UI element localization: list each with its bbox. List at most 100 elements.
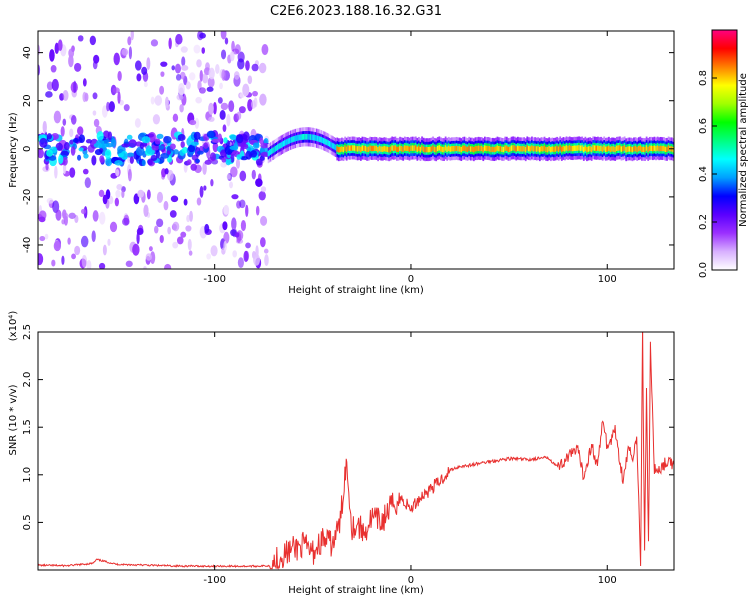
spectrogram-line-cell	[520, 146, 522, 152]
spectrogram-line-cell	[658, 146, 661, 152]
spectrogram-line-cell	[369, 145, 372, 151]
spectrogram-noise-blob	[255, 205, 260, 216]
spectrogram-noise-blob	[42, 120, 47, 134]
spectrogram-center-blob	[85, 139, 92, 144]
spectrogram-noise-blob	[93, 118, 100, 128]
spectrogram-line-cell	[496, 145, 499, 151]
spectrogram-line-cell	[590, 146, 593, 153]
spectrogram-line-cell	[551, 146, 554, 152]
spectrogram-noise-blob	[92, 210, 99, 222]
spectrogram-noise-blob	[143, 81, 148, 88]
spectrogram-line-cell	[397, 146, 400, 152]
spectrogram-noise-blob	[233, 71, 240, 80]
spectrogram-line-cell	[294, 135, 297, 142]
spectrogram-noise-blob	[160, 71, 165, 77]
spectrogram-line-cell	[273, 146, 275, 153]
spectrogram-center-blob	[127, 152, 134, 158]
spectrogram-noise-blob	[175, 33, 183, 45]
spectrogram-line-cell	[515, 146, 518, 152]
snr-y-tick-label: 0.5	[22, 514, 33, 530]
spectrogram-noise-blob	[116, 183, 123, 190]
spectrogram-noise-blob	[219, 110, 226, 120]
spectrogram-center-blob	[150, 154, 158, 162]
spectrogram-line-cell	[650, 145, 653, 151]
spectrogram-center-blob	[243, 131, 250, 141]
spectrogram-line-cell	[504, 145, 507, 151]
spectrogram-center-blob	[60, 150, 70, 157]
spectrogram-line-cell	[571, 145, 574, 152]
spectrogram-line-cell	[312, 134, 314, 141]
spectrogram-line-cell	[421, 145, 423, 151]
spectrogram-line-cell	[553, 146, 555, 153]
spectrogram-noise-blob	[154, 225, 159, 234]
spectrogram-noise-blob	[86, 259, 92, 269]
spectrogram-center-blob	[229, 134, 237, 141]
colorbar-tick-label: 0.6	[698, 118, 709, 134]
spectrogram-noise-blob	[176, 236, 184, 245]
spectrogram-noise-blob	[44, 233, 49, 240]
spectrogram-line-cell	[642, 146, 645, 153]
spectrogram-noise-blob	[52, 200, 60, 213]
spectrogram-line-cell	[498, 146, 500, 152]
spectrogram-noise-blob	[82, 168, 89, 175]
spectrogram-noise-blob	[54, 165, 58, 179]
spectrogram-noise-blob	[232, 250, 237, 258]
snr-y-ticks: 0.5 1.0 1.5 2.0 2.5	[22, 324, 674, 530]
spectrogram-noise-blob	[84, 177, 91, 189]
spectrogram-line-cell	[509, 146, 511, 152]
spectrogram-noise-blob	[189, 119, 197, 126]
spectrogram-noise-blob	[181, 56, 186, 67]
spectrogram-line-cell	[626, 146, 629, 152]
spectrogram-noise-blob	[179, 71, 186, 80]
spectrogram-noise-blob	[92, 92, 98, 100]
spectrogram-line-cell	[416, 146, 419, 153]
spectrogram-noise-blob	[93, 54, 100, 64]
spectrogram-line-cell	[331, 142, 333, 149]
spectrogram-noise-blob	[143, 266, 147, 269]
spectrogram-line-cell	[460, 146, 463, 153]
spectrogram-line-cell	[301, 134, 304, 140]
spectrogram-line-cell	[295, 135, 298, 142]
spectrogram-line-cell	[482, 146, 485, 153]
spectrogram-line-cell	[534, 145, 537, 152]
spectrogram-line-cell	[308, 134, 311, 140]
spectrogram-noise-blob	[260, 237, 266, 248]
spectrogram-noise-blob	[168, 37, 172, 50]
spectrogram-line-cell	[337, 147, 340, 153]
colorbar-ticks: 0.0 0.2 0.4 0.6 0.8	[698, 70, 717, 278]
spectrogram-noise-blob	[180, 46, 188, 53]
spectrogram-line-cell	[521, 146, 524, 152]
spectrogram-line-cell	[425, 146, 428, 153]
spectrogram-y-tick-label: 20	[22, 94, 33, 107]
spectrogram-line-cell	[485, 145, 488, 152]
spectrogram-line-cell	[330, 141, 332, 148]
spectrogram-line-cell	[663, 145, 665, 152]
spectrogram-noise-blob	[69, 167, 76, 178]
spectrogram-line-cell	[310, 134, 312, 140]
spectrogram-noise-blob	[115, 189, 121, 198]
spectrogram-line-cell	[601, 146, 604, 152]
spectrogram-noise-blob	[207, 77, 215, 88]
spectrogram-line-cell	[441, 146, 444, 153]
spectrogram-noise-blob	[220, 49, 227, 60]
spectrogram-line-cell	[279, 142, 281, 149]
spectrogram-center-blob	[46, 133, 52, 140]
spectrogram-line-cell	[611, 146, 613, 152]
spectrogram-line-cell	[271, 148, 273, 155]
spectrogram-noise-blob	[53, 110, 62, 124]
spectrogram-noise-blob	[74, 245, 81, 256]
spectrogram-noise-blob	[183, 198, 188, 206]
spectrogram-noise-blob	[62, 118, 67, 126]
spectrogram-center-blob	[209, 152, 217, 161]
spectrogram-line-cell	[597, 145, 599, 151]
spectrogram-center-blob	[141, 159, 146, 167]
spectrogram-line-cell	[286, 138, 288, 145]
spectrogram-noise-blob	[199, 32, 206, 39]
spectrogram-center-blob	[129, 156, 134, 164]
spectrogram-noise-blob	[229, 51, 235, 62]
spectrogram-line-cell	[306, 133, 308, 140]
spectrogram-line-cell	[333, 143, 335, 150]
spectrogram-line-cell	[562, 145, 565, 152]
spectrogram-frame	[37, 30, 675, 270]
